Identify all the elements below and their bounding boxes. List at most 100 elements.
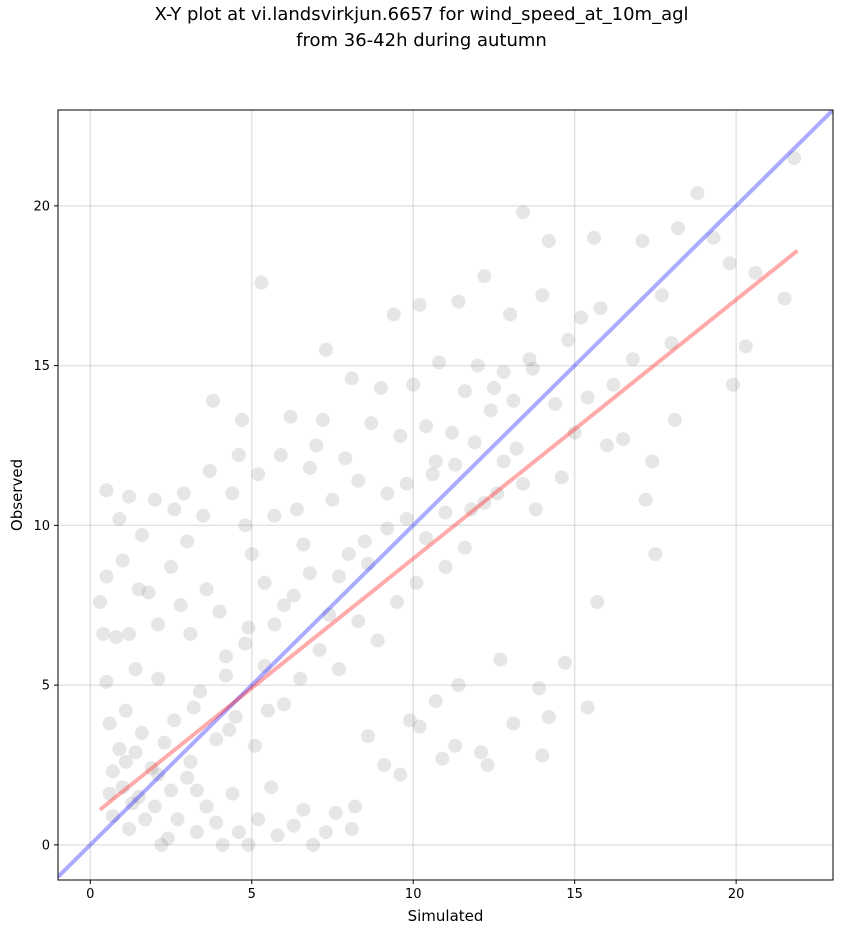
data-point <box>386 307 401 322</box>
data-point <box>196 508 211 523</box>
data-point <box>522 352 537 367</box>
data-point <box>238 518 253 533</box>
data-point <box>319 825 334 840</box>
data-point <box>457 384 472 399</box>
data-point <box>625 352 640 367</box>
data-point <box>535 288 550 303</box>
data-point <box>490 486 505 501</box>
data-point <box>176 486 191 501</box>
data-point <box>105 764 120 779</box>
data-point <box>134 726 149 741</box>
data-point <box>99 674 114 689</box>
data-point <box>167 502 182 517</box>
data-point <box>267 617 282 632</box>
data-point <box>748 265 763 280</box>
data-point <box>128 745 143 760</box>
data-point <box>225 786 240 801</box>
data-point <box>151 617 166 632</box>
data-point <box>322 607 337 622</box>
data-point <box>390 595 405 610</box>
data-point <box>516 476 530 491</box>
data-point <box>122 821 137 836</box>
data-point <box>225 486 240 501</box>
data-point <box>134 527 149 542</box>
data-point <box>412 297 427 312</box>
data-point <box>738 339 753 354</box>
data-point <box>186 700 201 715</box>
data-point <box>541 710 556 725</box>
data-point <box>302 566 317 581</box>
data-point <box>664 336 679 351</box>
data-point <box>635 233 650 248</box>
data-point <box>402 713 417 728</box>
data-point <box>399 511 414 526</box>
data-point <box>215 837 230 852</box>
data-point <box>587 230 602 245</box>
data-point <box>118 703 133 718</box>
data-point <box>477 495 492 510</box>
data-point <box>451 294 466 309</box>
points-layer <box>92 150 802 852</box>
y-tick-label: 15 <box>33 359 50 374</box>
data-point <box>331 662 346 677</box>
data-point <box>277 697 292 712</box>
data-point <box>457 540 472 555</box>
data-point <box>325 492 340 507</box>
y-tick-label: 5 <box>42 679 50 694</box>
chart-title-line-1: X-Y plot at vi.landsvirkjun.6657 for win… <box>154 4 689 25</box>
regression-line <box>98 249 799 812</box>
data-point <box>493 652 508 667</box>
data-point <box>96 626 111 641</box>
data-point <box>141 585 156 600</box>
data-point <box>251 812 266 827</box>
y-tick-label: 10 <box>33 519 50 534</box>
data-point <box>399 476 414 491</box>
y-tick-label: 0 <box>42 838 50 853</box>
data-point <box>147 492 162 507</box>
data-point <box>561 333 576 348</box>
data-point <box>170 812 185 827</box>
data-point <box>671 221 685 236</box>
data-point <box>319 342 334 357</box>
data-point <box>118 754 133 769</box>
data-point <box>122 626 137 641</box>
data-point <box>419 419 434 434</box>
data-point <box>270 828 285 843</box>
data-point <box>606 377 621 392</box>
data-point <box>147 799 162 814</box>
data-point <box>419 531 434 546</box>
data-point <box>328 805 343 820</box>
data-point <box>590 595 605 610</box>
data-point <box>296 537 311 552</box>
data-point <box>428 694 443 709</box>
data-point <box>509 441 524 456</box>
data-point <box>115 553 130 568</box>
data-point <box>341 547 356 562</box>
x-tick-label: 0 <box>86 887 94 902</box>
data-point <box>306 837 321 852</box>
data-point <box>112 511 127 526</box>
x-tick-label: 20 <box>728 887 745 902</box>
data-point <box>202 464 217 479</box>
data-point <box>428 454 443 469</box>
data-point <box>180 534 195 549</box>
data-point <box>464 502 479 517</box>
data-point <box>254 275 269 290</box>
y-axis-label: Observed <box>8 459 26 531</box>
data-point <box>777 291 792 306</box>
data-point <box>257 658 272 673</box>
data-point <box>125 796 140 811</box>
data-point <box>506 716 521 731</box>
data-point <box>393 767 408 782</box>
data-point <box>286 818 301 833</box>
data-point <box>393 428 408 443</box>
data-point <box>638 492 653 507</box>
data-point <box>496 364 511 379</box>
data-point <box>377 757 392 772</box>
data-point <box>173 598 188 613</box>
data-point <box>787 150 802 165</box>
data-point <box>218 668 233 683</box>
data-point <box>348 799 363 814</box>
data-point <box>361 556 375 571</box>
